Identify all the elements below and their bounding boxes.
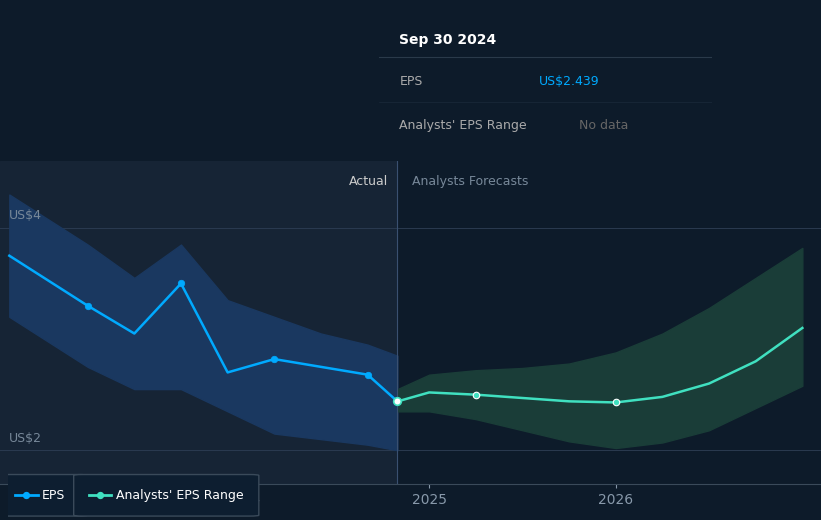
Text: US$2: US$2 [9, 432, 43, 445]
Point [609, 398, 622, 407]
FancyBboxPatch shape [0, 475, 87, 516]
Text: US$4: US$4 [9, 210, 43, 223]
Point [361, 370, 374, 379]
Point [94, 491, 107, 499]
Bar [0, 161, 397, 484]
Text: Analysts' EPS Range: Analysts' EPS Range [399, 119, 527, 132]
Text: EPS: EPS [42, 489, 66, 502]
Point [20, 491, 33, 499]
Text: Actual: Actual [349, 175, 388, 188]
Text: No data: No data [579, 119, 628, 132]
Text: EPS: EPS [399, 75, 423, 88]
Point [470, 391, 483, 399]
Point [174, 279, 187, 288]
Text: Analysts Forecasts: Analysts Forecasts [412, 175, 529, 188]
FancyBboxPatch shape [74, 475, 259, 516]
Point [268, 355, 281, 363]
Point [81, 302, 94, 310]
Text: Analysts' EPS Range: Analysts' EPS Range [116, 489, 243, 502]
Text: US$2.439: US$2.439 [539, 75, 599, 88]
Text: Sep 30 2024: Sep 30 2024 [399, 33, 497, 47]
Point [391, 397, 404, 406]
